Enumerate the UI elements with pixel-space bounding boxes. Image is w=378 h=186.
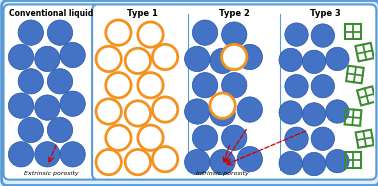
Circle shape [210,48,235,73]
Circle shape [18,69,43,94]
Circle shape [326,47,349,71]
Circle shape [96,46,121,72]
Circle shape [192,73,218,98]
Circle shape [152,44,178,70]
Circle shape [60,91,85,116]
Circle shape [18,20,43,45]
Circle shape [311,127,335,150]
Circle shape [285,75,308,98]
Circle shape [326,150,349,173]
Circle shape [302,50,326,73]
Circle shape [222,73,247,98]
Circle shape [125,150,150,175]
Circle shape [302,103,326,126]
Circle shape [192,125,218,150]
Circle shape [138,73,163,98]
Circle shape [152,147,178,172]
Circle shape [125,48,150,73]
Circle shape [47,117,73,143]
Circle shape [96,150,121,175]
Circle shape [279,101,302,124]
Text: Type 1: Type 1 [127,9,158,18]
Circle shape [152,97,178,122]
Circle shape [210,150,235,175]
Circle shape [285,23,308,46]
Circle shape [47,20,73,45]
Circle shape [138,125,163,150]
Circle shape [237,44,262,70]
Circle shape [8,142,34,167]
Circle shape [106,125,131,150]
Circle shape [222,125,247,150]
Text: Conventional liquid: Conventional liquid [9,9,93,18]
Circle shape [8,93,34,118]
Circle shape [47,69,73,94]
Circle shape [184,150,210,175]
Circle shape [285,127,308,150]
Circle shape [222,44,247,70]
Circle shape [106,20,131,45]
Circle shape [311,75,335,98]
Circle shape [326,100,349,123]
Circle shape [8,44,34,70]
Circle shape [222,22,247,47]
Circle shape [184,46,210,72]
FancyBboxPatch shape [92,4,376,180]
Text: Type 3: Type 3 [310,9,341,18]
Circle shape [125,101,150,126]
Circle shape [210,93,235,118]
Circle shape [35,142,60,167]
Circle shape [35,46,60,72]
Circle shape [60,42,85,68]
Circle shape [60,142,85,167]
Circle shape [210,101,235,126]
Circle shape [237,97,262,122]
Text: Extrinsic porosity: Extrinsic porosity [24,171,79,176]
Circle shape [138,22,163,47]
Circle shape [96,99,121,124]
Circle shape [279,48,302,72]
Circle shape [237,147,262,172]
Circle shape [18,117,43,143]
Text: Type 2: Type 2 [219,9,249,18]
Circle shape [311,24,335,47]
Circle shape [106,73,131,98]
Circle shape [35,95,60,120]
Text: Intrinsic porosity: Intrinsic porosity [196,171,249,176]
Circle shape [192,20,218,45]
FancyBboxPatch shape [3,4,100,180]
Circle shape [184,99,210,124]
Circle shape [279,151,302,175]
Circle shape [302,152,326,176]
